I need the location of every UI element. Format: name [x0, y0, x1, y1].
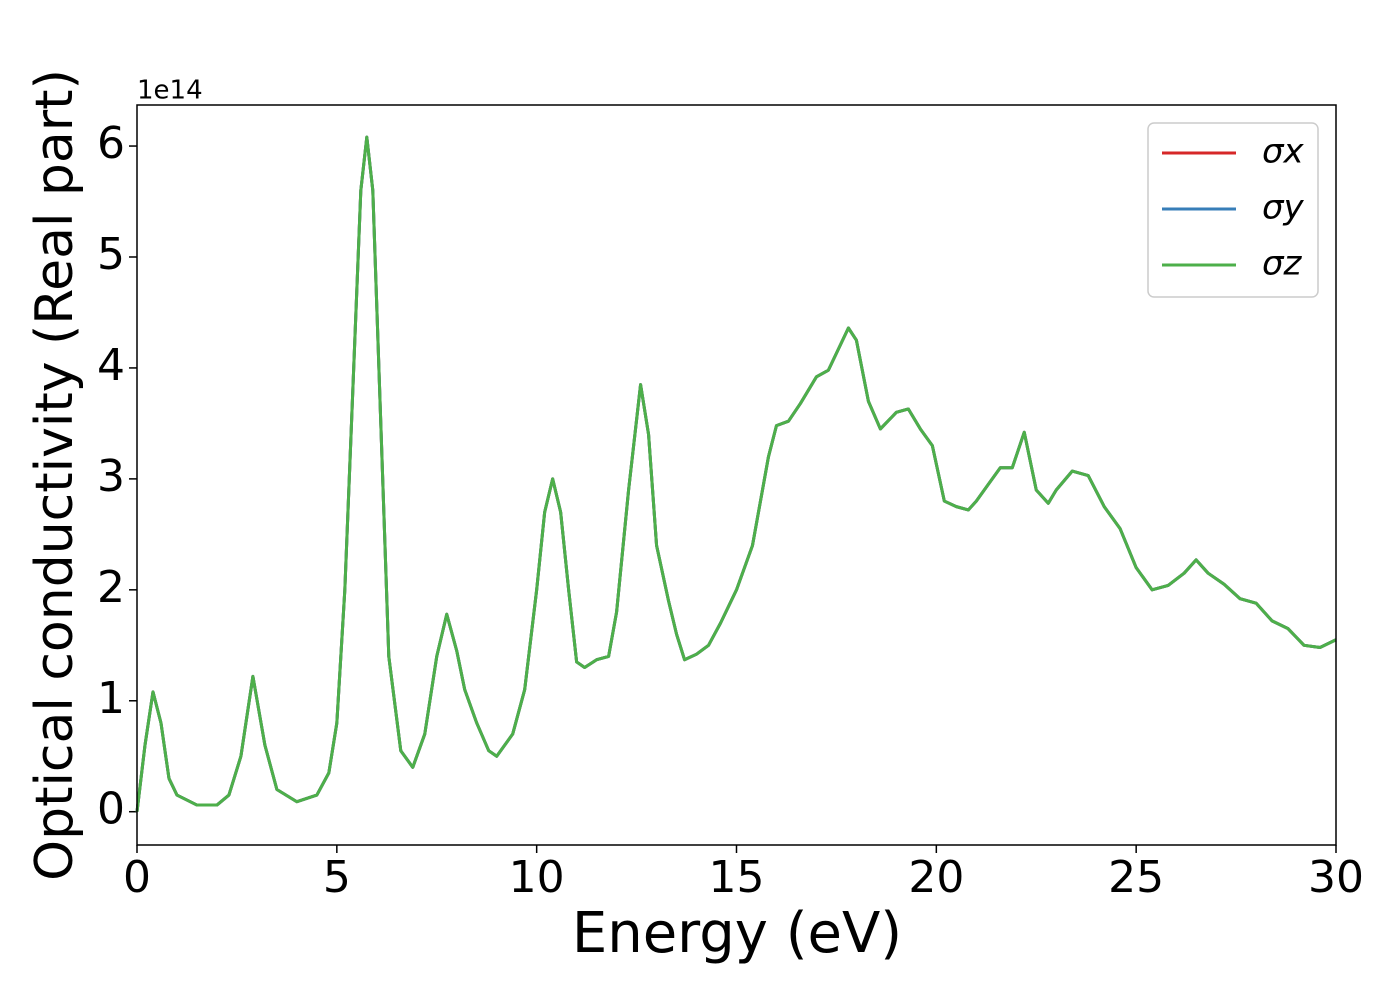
x-tick-label: 25 [1108, 852, 1164, 903]
legend-label: σx [1262, 132, 1305, 172]
x-tick-label: 5 [323, 852, 351, 903]
y-tick-label: 5 [97, 229, 125, 280]
x-tick-label: 20 [908, 852, 964, 903]
x-tick-label: 10 [509, 852, 565, 903]
x-tick-label: 15 [709, 852, 765, 903]
x-tick-label: 30 [1308, 852, 1364, 903]
y-offset-label: 1e14 [137, 76, 203, 106]
x-tick-label: 0 [123, 852, 151, 903]
y-tick-label: 2 [97, 562, 125, 613]
x-axis-label: Energy (eV) [572, 901, 902, 966]
y-tick-label: 1 [97, 673, 125, 724]
series-line [135, 135, 1337, 812]
y-axis-label: Optical conductivity (Real part) [25, 69, 85, 881]
y-tick-label: 3 [97, 451, 125, 502]
y-tick-label: 0 [97, 784, 125, 835]
legend-label: σz [1262, 244, 1303, 284]
legend-label: σy [1262, 188, 1305, 228]
y-tick-label: 6 [97, 118, 125, 169]
plot-frame [136, 104, 1337, 846]
y-tick-label: 4 [97, 340, 125, 391]
